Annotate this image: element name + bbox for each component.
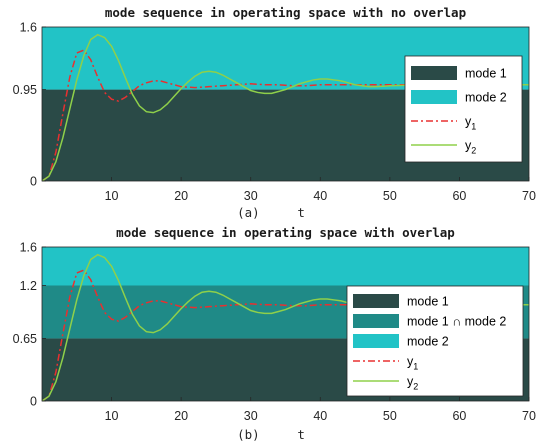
series-line-2: [42, 33, 529, 181]
y-tick-label: 1.6: [20, 21, 37, 35]
x-tick-label: 30: [244, 409, 258, 423]
x-tick-label: 50: [383, 189, 397, 203]
x-tick-label: 40: [313, 189, 327, 203]
x-tick-label: 50: [383, 409, 397, 423]
y-tick-label: 0: [30, 395, 37, 409]
series-line-1: [42, 269, 529, 401]
legend-entry: mode 1: [407, 295, 449, 309]
plot-frame: [41, 246, 530, 402]
legend-entry: mode 2: [407, 335, 449, 349]
x-tick-label: 60: [452, 409, 466, 423]
x-axis-label: (b) t: [237, 427, 305, 442]
chart-panel-2: 10 20 30 40 50 60 70 0 0.65 1.2 1.6 mode sequence i…: [13, 225, 536, 442]
x-tick-label: 10: [105, 189, 119, 203]
y-tick-label: 1.6: [20, 241, 37, 255]
x-tick-label: 20: [174, 409, 188, 423]
series-line-1: [42, 49, 529, 181]
legend-entry: mode 1: [465, 67, 507, 81]
x-tick-label: 10: [105, 409, 119, 423]
x-axis-label: (a) t: [237, 205, 305, 220]
chart-title: mode sequence in operating space with ov…: [116, 225, 455, 240]
x-tick-label: 40: [313, 409, 327, 423]
x-tick-label: 70: [522, 409, 536, 423]
legend-entry: y2: [465, 139, 476, 156]
x-tick-label: 20: [174, 189, 188, 203]
y-tick-label: 1.2: [20, 279, 37, 293]
x-tick-label: 60: [452, 189, 466, 203]
legend-swatch: [411, 90, 457, 104]
y-tick-label: 0.95: [13, 83, 37, 97]
x-tick-label: 70: [522, 189, 536, 203]
legend-swatch: [353, 294, 399, 308]
legend-swatch: [353, 334, 399, 348]
region-3: [42, 247, 529, 286]
y-tick-label: 0: [30, 175, 37, 189]
legend-swatch: [411, 66, 457, 80]
legend: mode 1 mode 2 y1 y2: [404, 55, 523, 163]
x-tick-label: 30: [244, 189, 258, 203]
legend-entry: y1: [407, 355, 418, 372]
chart-title: mode sequence in operating space with no…: [105, 5, 466, 20]
y-tick-label: 0.65: [13, 332, 37, 346]
legend-entry: mode 1 ∩ mode 2: [407, 315, 506, 329]
chart-panel-1: 10 20 30 40 50 60 70 0 0.95 1.6 mode sequence in o…: [13, 5, 536, 220]
legend: mode 1 mode 1 ∩ mode 2 mode 2 y1 y2: [346, 285, 524, 397]
legend-entry: y1: [465, 115, 476, 132]
legend-entry: mode 2: [465, 91, 507, 105]
legend-entry: y2: [407, 375, 418, 392]
plot-frame: [41, 26, 530, 182]
legend-swatch: [353, 314, 399, 328]
